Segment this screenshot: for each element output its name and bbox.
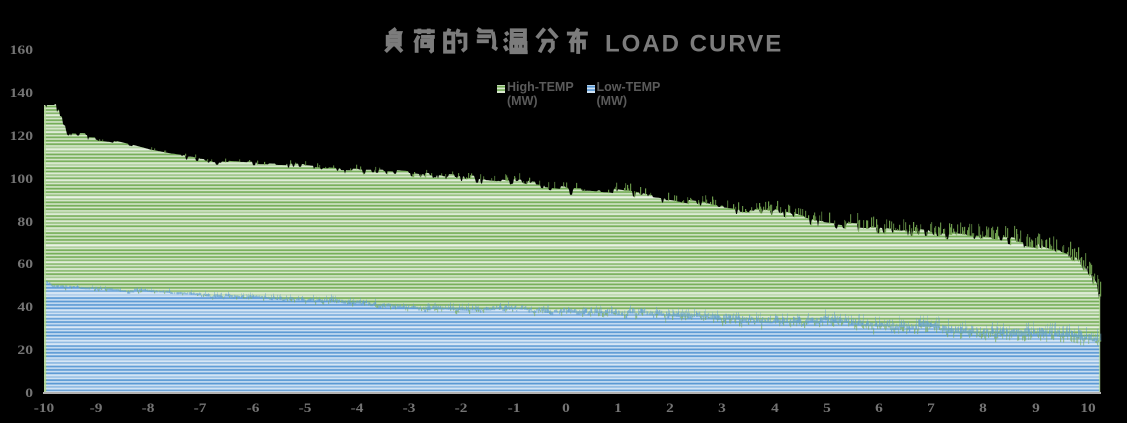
svg-text:LOAD CURVE: LOAD CURVE (605, 31, 783, 58)
